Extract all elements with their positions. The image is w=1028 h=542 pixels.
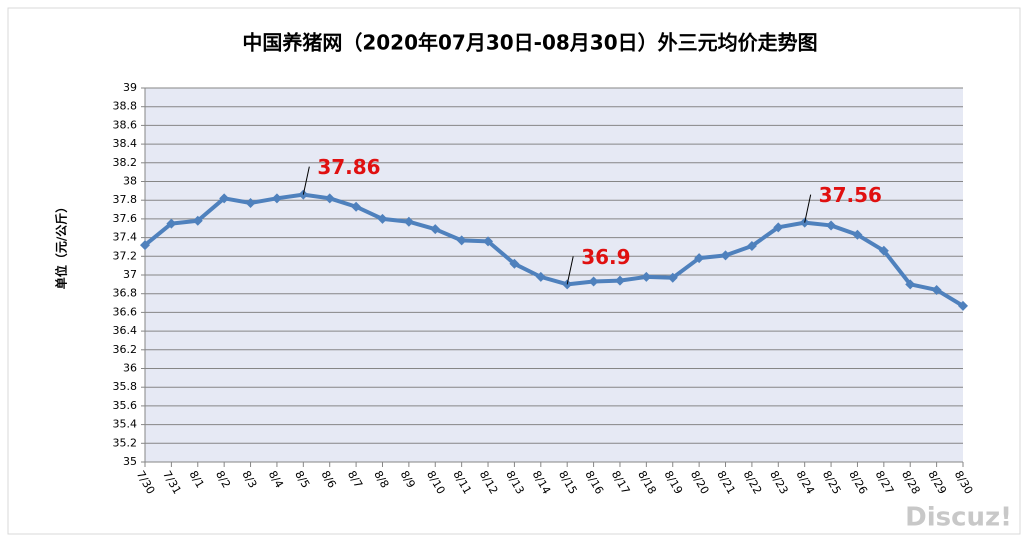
y-tick-label: 39 [123,81,137,94]
marker [958,300,968,311]
marker [351,201,362,212]
label-leader [566,256,574,285]
y-tick-label: 36 [123,362,137,375]
marker [746,241,757,252]
y-tick-label: 38.6 [113,118,138,131]
y-tick-label: 36.2 [113,343,138,356]
y-tick-label: 38.2 [113,156,138,169]
marker [641,271,652,282]
marker [483,236,494,247]
marker [694,253,705,264]
marker [192,215,203,226]
y-tick-label: 36.4 [113,324,138,337]
marker [667,272,678,283]
y-tick-label: 37.2 [113,249,138,262]
marker [219,193,230,204]
data-label: 36.9 [581,245,630,269]
marker [826,220,837,231]
label-leader [302,166,310,195]
y-tick-label: 38.8 [113,100,138,113]
y-tick-label: 37.6 [113,212,138,225]
marker [588,276,599,287]
marker [166,218,177,229]
marker [403,216,414,227]
marker [931,284,942,295]
marker [509,258,520,269]
y-tick-label: 35.2 [113,436,138,449]
marker [430,224,441,235]
y-tick-label: 35.6 [113,399,138,412]
marker [271,193,282,204]
y-tick-label: 38.4 [113,137,138,150]
marker [535,271,546,282]
y-tick-label: 37.4 [113,231,138,244]
y-tick-label: 35 [123,455,137,468]
marker [773,222,784,233]
y-tick-label: 36.8 [113,287,138,300]
marker [614,275,625,286]
data-label: 37.56 [819,183,882,207]
watermark: Discuz! [905,503,1012,533]
y-tick-label: 35.4 [113,418,138,431]
marker [720,250,731,261]
marker [377,213,388,224]
y-axis-label: 单位（元/公斤） [54,201,69,289]
label-leader [804,194,812,223]
marker [245,198,256,209]
chart-title: 中国养猪网（2020年07月30日-08月30日）外三元均价走势图 [242,31,817,55]
marker [905,279,916,290]
y-tick-label: 38 [123,175,137,188]
y-tick-label: 37.8 [113,193,138,206]
marker [456,235,467,246]
marker [140,240,150,251]
marker [878,245,889,256]
marker [852,229,863,240]
marker [324,193,335,204]
y-tick-label: 37 [123,268,137,281]
data-label: 37.86 [317,155,380,179]
y-tick-label: 35.8 [113,380,138,393]
y-tick-label: 36.6 [113,305,138,318]
